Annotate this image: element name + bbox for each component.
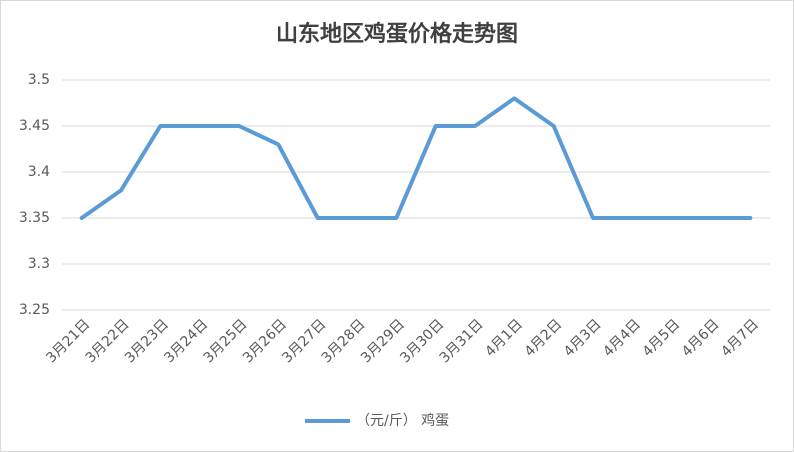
chart-title: 山东地区鸡蛋价格走势图 — [276, 21, 518, 46]
y-tick-label: 3.5 — [28, 72, 50, 88]
line — [79, 96, 753, 220]
y-tick-label: 3.4 — [28, 164, 50, 180]
y-tick-label: 3.25 — [19, 302, 50, 318]
legend-label: （元/斤） 鸡蛋 — [356, 412, 449, 429]
y-tick-label: 3.3 — [28, 256, 50, 272]
y-tick-label: 3.45 — [19, 118, 50, 134]
y-tick-label: 3.35 — [19, 210, 50, 226]
